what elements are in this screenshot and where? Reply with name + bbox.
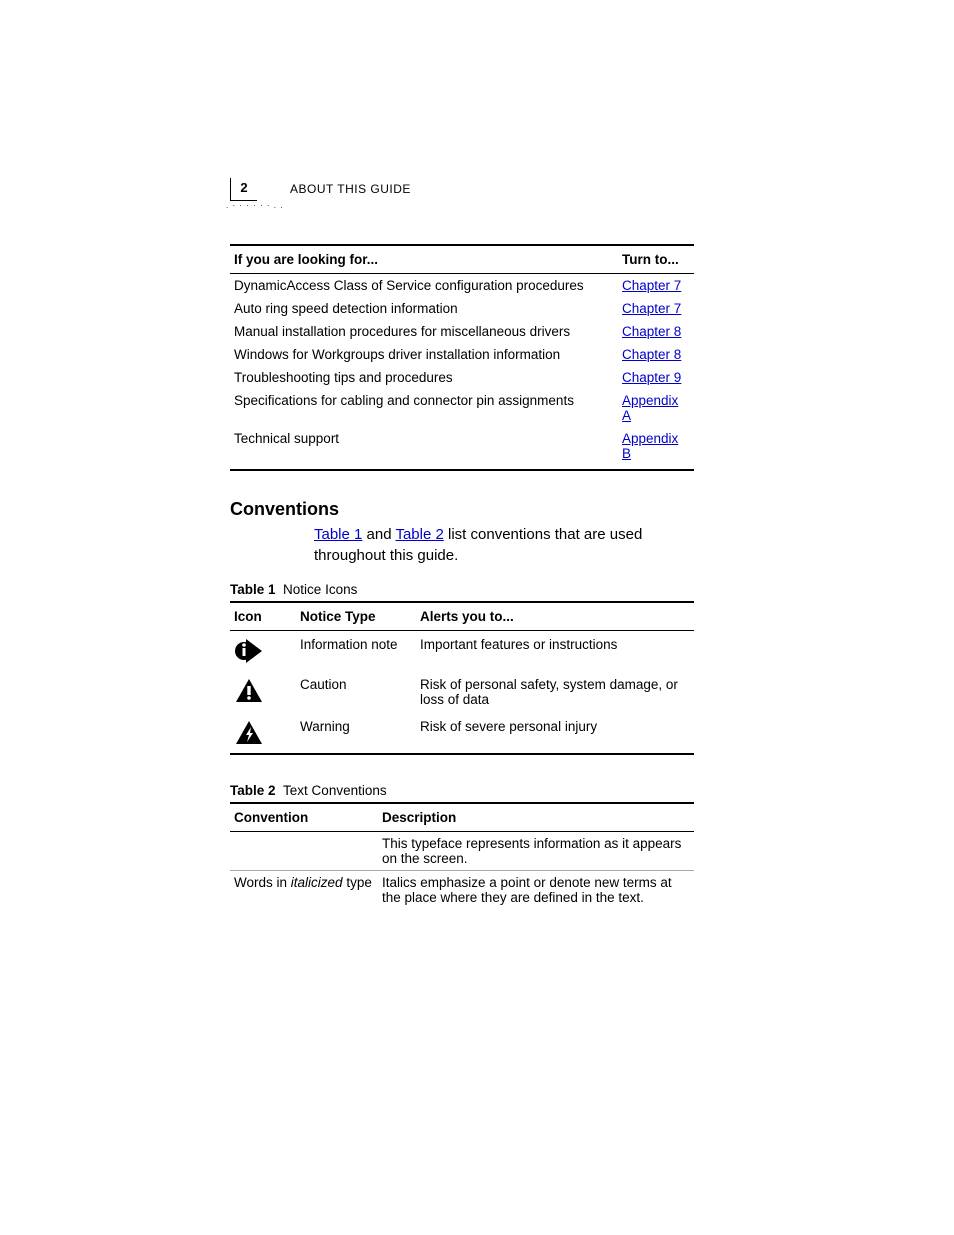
chapter-link[interactable]: Chapter 7 [622, 278, 681, 293]
notice-alert: Risk of personal safety, system damage, … [416, 671, 694, 713]
table2-caption: Table 2 Text Conventions [230, 783, 724, 798]
text-conventions-table: Convention Description This typeface rep… [230, 802, 694, 909]
spacer [230, 755, 724, 779]
table-row: Information note Important features or i… [230, 631, 694, 672]
lookup-header-right: Turn to... [618, 245, 694, 274]
conv-rest: type [343, 875, 372, 890]
table1-caption: Table 1 Notice Icons [230, 582, 724, 597]
running-header: ABOUT THIS GUIDE [290, 182, 411, 196]
table-row: Windows for Workgroups driver installati… [230, 343, 694, 366]
col-description-header: Description [378, 803, 694, 832]
table-row: Troubleshooting tips and procedures Chap… [230, 366, 694, 389]
table-row: Manual installation procedures for misce… [230, 320, 694, 343]
table-row: Auto ring speed detection information Ch… [230, 297, 694, 320]
table-row: DynamicAccess Class of Service configura… [230, 274, 694, 298]
table2-link[interactable]: Table 2 [395, 526, 443, 543]
col-icon-header: Icon [230, 602, 296, 631]
warning-icon [230, 713, 296, 754]
table2-caption-text: Text Conventions [283, 783, 387, 798]
conventions-intro: Table 1 and Table 2 list conventions tha… [314, 524, 684, 566]
description-cell: This typeface represents information as … [378, 832, 694, 871]
lookup-desc: Windows for Workgroups driver installati… [230, 343, 618, 366]
conv-italic: italicized [291, 875, 343, 890]
notice-type: Warning [296, 713, 416, 754]
table1-caption-text: Notice Icons [283, 582, 357, 597]
document-page: 2 . · · · · · · . . ABOUT THIS GUIDE If … [0, 0, 954, 1235]
notice-alert: Important features or instructions [416, 631, 694, 672]
table-row: Specifications for cabling and connector… [230, 389, 694, 427]
col-alert-header: Alerts you to... [416, 602, 694, 631]
lookup-desc: Technical support [230, 427, 618, 470]
lookup-header-left: If you are looking for... [230, 245, 618, 274]
table-row: Words in italicized type Italics emphasi… [230, 871, 694, 910]
decorative-dots: . · · · · · · . . [226, 203, 290, 209]
table-row: This typeface represents information as … [230, 832, 694, 871]
page-number: 2 [230, 178, 257, 201]
table1-caption-label: Table 1 [230, 582, 276, 597]
running-header-text: ABOUT THIS GUIDE [290, 182, 411, 196]
chapter-link[interactable]: Chapter 8 [622, 347, 681, 362]
conv-plain: Words in [234, 875, 291, 890]
lookup-desc: Manual installation procedures for misce… [230, 320, 618, 343]
table-row: Technical support Appendix B [230, 427, 694, 470]
col-convention-header: Convention [230, 803, 378, 832]
convention-cell [230, 832, 378, 871]
notice-type: Caution [296, 671, 416, 713]
notice-icons-table: Icon Notice Type Alerts you to... [230, 601, 694, 755]
chapter-link[interactable]: Chapter 8 [622, 324, 681, 339]
intro-mid: and [362, 526, 395, 543]
col-type-header: Notice Type [296, 602, 416, 631]
notice-alert: Risk of severe personal injury [416, 713, 694, 754]
lookup-desc: Specifications for cabling and connector… [230, 389, 618, 427]
page-number-block: 2 . · · · · · · . . [230, 178, 290, 209]
table1-link[interactable]: Table 1 [314, 526, 362, 543]
description-cell: Italics emphasize a point or denote new … [378, 871, 694, 910]
chapter-link[interactable]: Chapter 9 [622, 370, 681, 385]
lookup-desc: DynamicAccess Class of Service configura… [230, 274, 618, 298]
section-heading-conventions: Conventions [230, 499, 724, 520]
convention-cell: Words in italicized type [230, 871, 378, 910]
table-row: Warning Risk of severe personal injury [230, 713, 694, 754]
caution-icon [230, 671, 296, 713]
appendix-link[interactable]: Appendix B [622, 431, 678, 461]
table-row: Caution Risk of personal safety, system … [230, 671, 694, 713]
appendix-link[interactable]: Appendix A [622, 393, 678, 423]
table2-caption-label: Table 2 [230, 783, 276, 798]
lookup-desc: Auto ring speed detection information [230, 297, 618, 320]
page-content: If you are looking for... Turn to... Dyn… [230, 244, 724, 909]
lookup-desc: Troubleshooting tips and procedures [230, 366, 618, 389]
lookup-table: If you are looking for... Turn to... Dyn… [230, 244, 694, 471]
info-icon [230, 631, 296, 672]
chapter-link[interactable]: Chapter 7 [622, 301, 681, 316]
notice-type: Information note [296, 631, 416, 672]
